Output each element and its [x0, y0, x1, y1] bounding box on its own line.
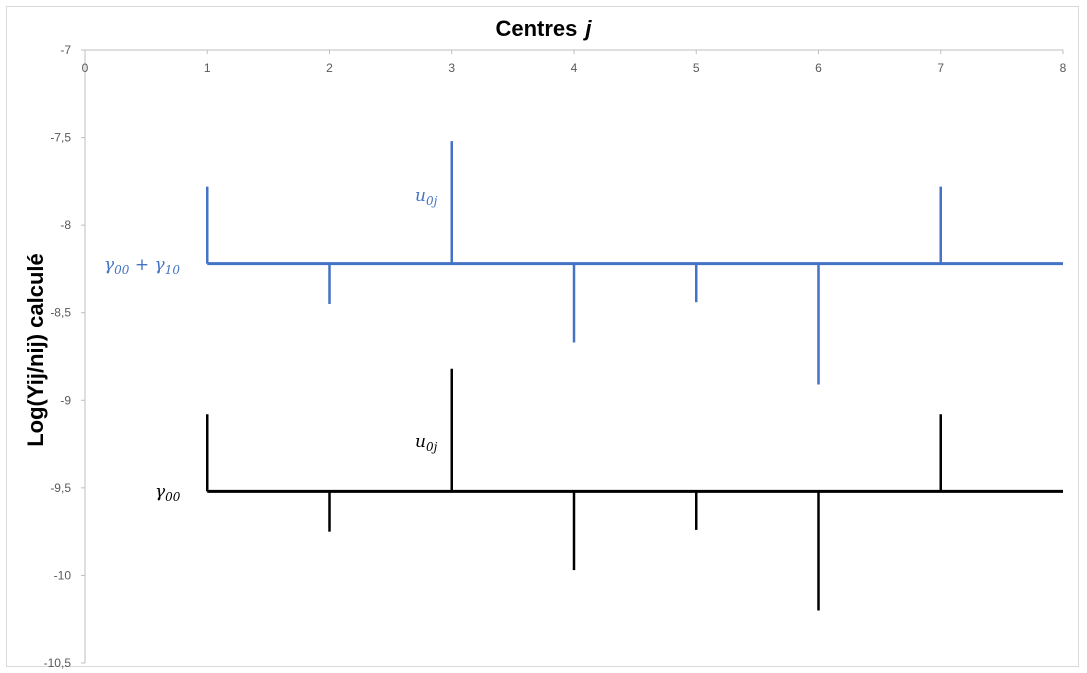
series-group [206, 141, 1063, 611]
chart-frame [6, 6, 1079, 667]
x-tick-label: 8 [1060, 61, 1067, 75]
y-tick-label: -8 [60, 218, 71, 232]
y-tick-label: -9,5 [50, 481, 71, 495]
annotation-black-baseline: γ00 [155, 482, 181, 504]
chart-title-text: Centres [495, 16, 578, 41]
x-tick-label: 4 [571, 61, 578, 75]
annotation-blue-baseline: γ00 + γ10 [104, 255, 180, 277]
y-tick-label: -10,5 [44, 656, 72, 670]
x-tick-label: 1 [204, 61, 211, 75]
axes [81, 49, 1064, 664]
annotation-black-deviation: u0j [415, 432, 438, 454]
annotation-blue-deviation: u0j [415, 186, 438, 208]
tick-labels: 0 1 2 3 4 5 6 7 8 -7 -7,5 -8 -8,5 -9 -9,5 -10 -10,5 [44, 43, 1067, 670]
x-tick-label: 2 [326, 61, 333, 75]
y-tick-label: -7 [60, 43, 71, 57]
y-tick-label: -7,5 [50, 131, 71, 145]
y-tick-label: -8,5 [50, 306, 71, 320]
x-tick-label: 5 [693, 61, 700, 75]
x-tick-label: 0 [82, 61, 89, 75]
series-1 [206, 368, 1063, 611]
x-tick-label: 7 [937, 61, 944, 75]
chart-title-symbol: j [585, 16, 592, 41]
x-tick-label: 6 [815, 61, 822, 75]
y-tick-label: -10 [54, 568, 72, 582]
series-0 [206, 141, 1063, 385]
chart-title: Centres j [0, 16, 1087, 42]
y-tick-label: -9 [60, 393, 71, 407]
x-tick-label: 3 [448, 61, 455, 75]
